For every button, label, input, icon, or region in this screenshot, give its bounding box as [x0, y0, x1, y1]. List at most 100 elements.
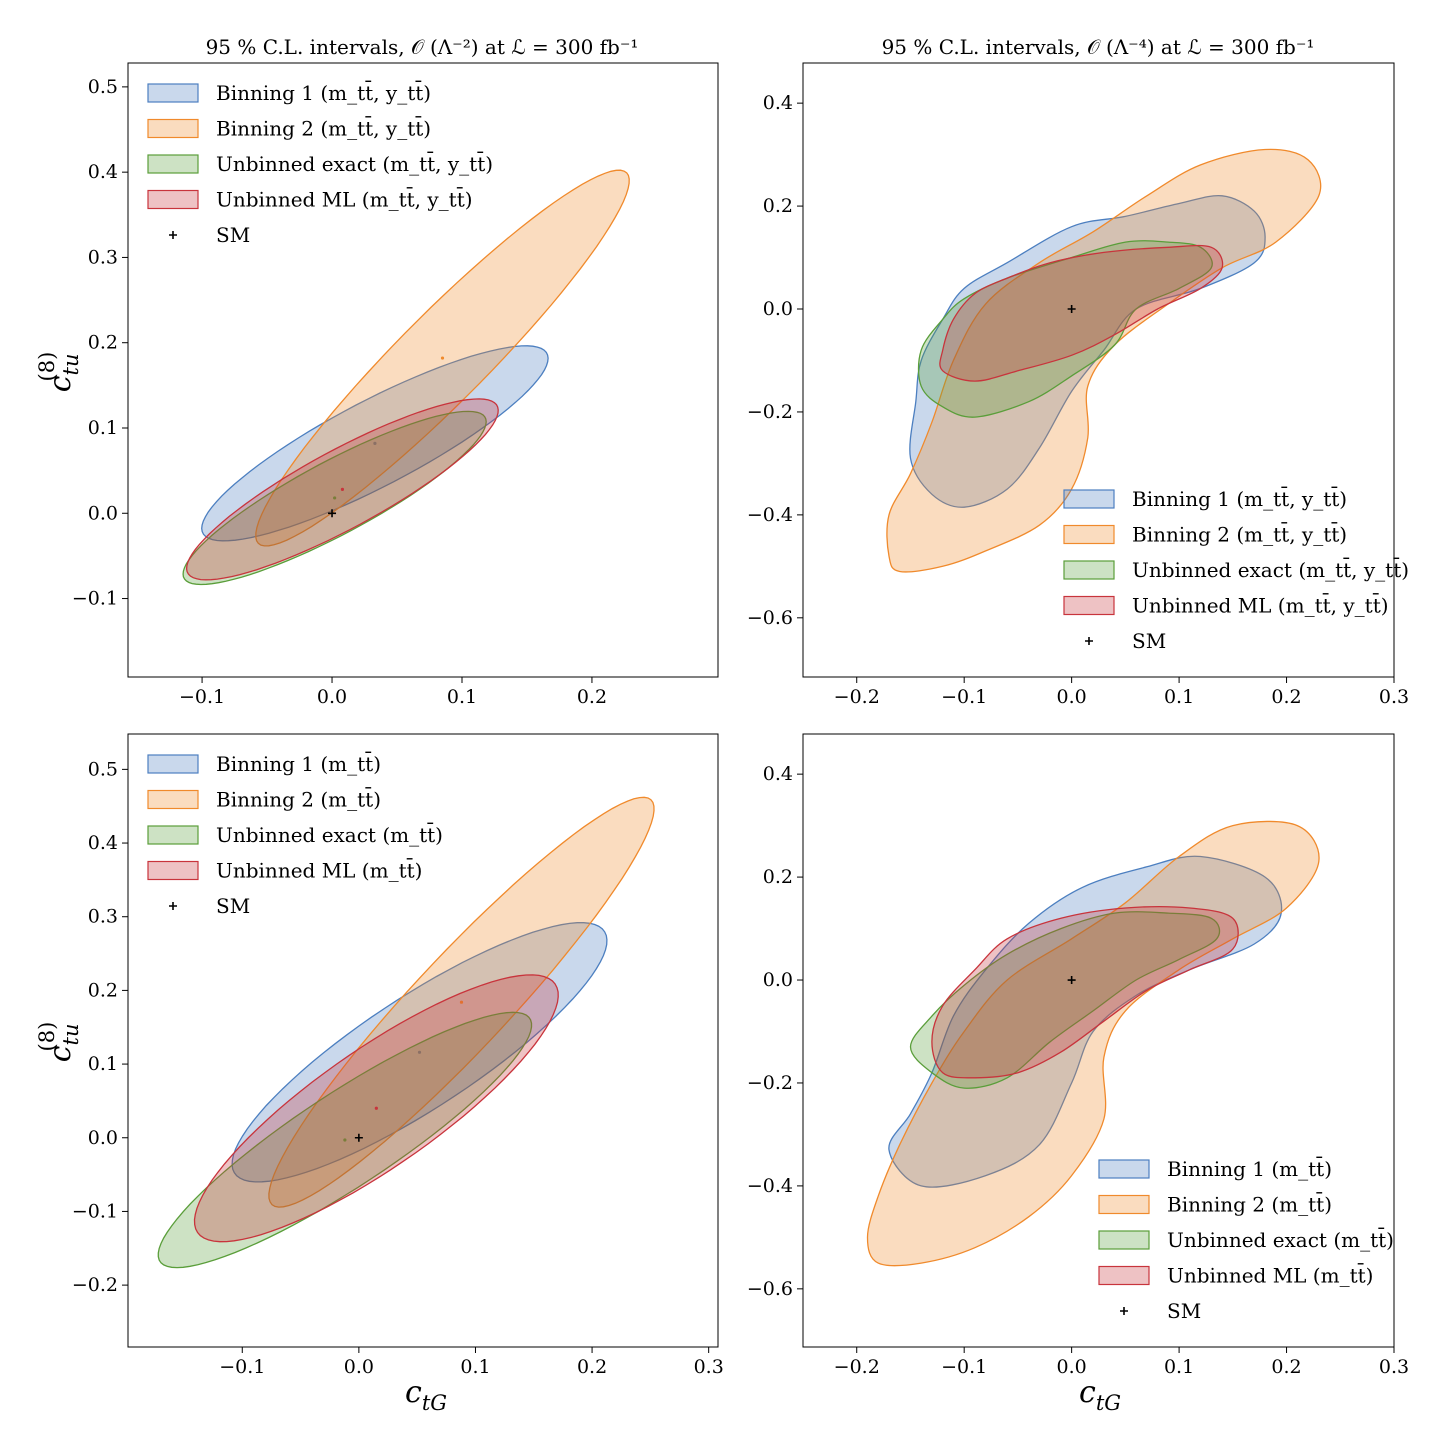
sm-marker-group — [1067, 305, 1076, 314]
panel-title: 95 % C.L. intervals, 𝒪 (Λ⁻⁴) at ℒ = 300 … — [882, 35, 1315, 59]
y-tick-label: 0.5 — [88, 76, 118, 98]
legend-label: Binning 2 (m_tt̄, y_tt̄) — [216, 115, 431, 140]
legend-label: Unbinned ML (m_tt̄) — [216, 857, 422, 882]
y-axis-label-bottom: ctu(8) — [35, 1022, 83, 1063]
y-tick-label: −0.2 — [747, 1072, 793, 1094]
x-tick-label: 0.1 — [460, 1356, 490, 1378]
legend-sm-marker — [169, 902, 177, 910]
x-tick-label: 0.3 — [1379, 1356, 1409, 1378]
axes-frame — [127, 62, 719, 678]
x-tick-label: −0.1 — [219, 1356, 265, 1378]
y-tick-label: 0.4 — [763, 763, 793, 785]
x-axis-label-right: ctG — [1079, 1375, 1121, 1415]
best-fit-point-unbinned-exact — [343, 1138, 347, 1142]
sm-marker-group — [1067, 976, 1076, 985]
x-tick-label: −0.1 — [941, 1356, 987, 1378]
best-fit-point-unbinned-ml — [374, 1106, 378, 1110]
best-fit-point-binning-2 — [459, 1000, 464, 1004]
legend: Binning 1 (m_tt̄) Binning 2 (m_tt̄) Unbinn… — [1098, 1156, 1394, 1323]
x-tick-label: 0.0 — [344, 1356, 374, 1378]
y-tick-label: 0.5 — [88, 758, 118, 780]
legend-swatch — [147, 189, 199, 210]
legend-label: SM — [1167, 1299, 1201, 1323]
best-fit-point-unbinned-exact — [333, 496, 337, 500]
x-tick-label: 0.0 — [1057, 1356, 1087, 1378]
legend-label: Binning 2 (m_tt̄, y_tt̄) — [1132, 521, 1347, 546]
best-fit-point-binning-1 — [373, 441, 377, 445]
legend-label: Unbinned ML (m_tt̄) — [1167, 1262, 1373, 1287]
legend-label: Binning 2 (m_tt̄) — [1167, 1191, 1332, 1216]
axes-frame — [127, 733, 719, 1348]
legend-label: Binning 1 (m_tt̄) — [1167, 1156, 1332, 1181]
legend-swatch — [147, 754, 199, 774]
region-group — [866, 820, 1320, 1267]
legend-swatch — [1098, 1159, 1150, 1179]
legend-sm-marker — [1120, 1307, 1128, 1315]
legend-sm-marker — [1085, 637, 1093, 645]
panel-bottom-right: −0.2 −0.1 0.0 0.1 0.2 0.3 −0.6 −0.4 −0.2 0.0 0.2 0.… — [747, 733, 1409, 1378]
y-tick-label: 0.3 — [88, 906, 118, 928]
x-tick-label: −0.1 — [179, 686, 225, 708]
ticks: −0.1 0.0 0.1 0.2 0.3 −0.2 −0.1 0.0 0.1 0.2 0.3 0.4 0… — [72, 758, 724, 1378]
region-group — [182, 169, 630, 586]
ticks: −0.2 −0.1 0.0 0.1 0.2 0.3 −0.6 −0.4 −0.2 0.0 0.2 0.… — [747, 92, 1409, 708]
legend-label: Binning 1 (m_tt̄, y_tt̄) — [216, 80, 431, 105]
axes-frame — [802, 733, 1395, 1348]
y-tick-label: 0.2 — [763, 866, 793, 888]
legend-label: Unbinned exact (m_tt̄) — [1167, 1227, 1394, 1252]
x-tick-label: 0.1 — [1164, 686, 1194, 708]
x-tick-label: 0.2 — [1271, 686, 1301, 708]
sm-marker — [328, 509, 337, 518]
legend-label: SM — [216, 223, 250, 247]
best-fit-point-binning-2 — [440, 356, 445, 360]
y-tick-label: 0.4 — [763, 92, 793, 114]
legend-swatch — [147, 789, 199, 810]
y-tick-label: 0.2 — [88, 332, 118, 354]
region-group — [886, 148, 1322, 573]
panel-title: 95 % C.L. intervals, 𝒪 (Λ⁻²) at ℒ = 300 … — [206, 35, 639, 59]
y-tick-label: 0.4 — [88, 832, 118, 854]
region-unbinned-ml — [939, 244, 1224, 382]
legend-swatch — [1063, 560, 1115, 580]
y-tick-label: 0.1 — [88, 1053, 118, 1075]
legend-label: Unbinned exact (m_tt̄, y_tt̄) — [216, 151, 493, 176]
legend-label: SM — [216, 894, 250, 918]
legend-swatch — [147, 825, 199, 845]
x-tick-label: 0.3 — [1379, 686, 1409, 708]
ticks: −0.1 0.0 0.1 0.2 −0.1 0.0 0.1 0.2 0.3 0.4 0.5 — [72, 76, 607, 708]
best-fit-point-binning-1 — [417, 1050, 422, 1054]
region-unbinned-exact — [909, 911, 1221, 1089]
region-binning-1 — [909, 194, 1266, 508]
y-tick-label: −0.2 — [747, 401, 793, 423]
legend-swatch — [147, 860, 199, 881]
sm-marker — [1067, 305, 1076, 314]
legend-swatch — [1098, 1265, 1150, 1286]
legend-label: Unbinned ML (m_tt̄, y_tt̄) — [1132, 592, 1389, 617]
legend-swatch — [1063, 524, 1115, 545]
region-binning-2 — [886, 148, 1322, 573]
x-tick-label: −0.2 — [834, 686, 880, 708]
legend-swatch — [147, 118, 199, 139]
y-tick-label: −0.4 — [747, 1175, 793, 1197]
sm-marker-group — [328, 509, 337, 518]
panel-bottom-left: −0.1 0.0 0.1 0.2 0.3 −0.2 −0.1 0.0 0.1 0.2 0.3 0.4 0… — [72, 733, 724, 1378]
legend-swatch — [1098, 1230, 1150, 1250]
legend-swatch — [1098, 1194, 1150, 1215]
x-tick-label: 0.2 — [577, 686, 607, 708]
y-tick-label: 0.0 — [88, 502, 118, 524]
y-tick-label: −0.1 — [72, 1200, 118, 1222]
legend: Binning 1 (m_tt̄) Binning 2 (m_tt̄) Unbinn… — [147, 751, 443, 918]
ticks: −0.2 −0.1 0.0 0.1 0.2 0.3 −0.6 −0.4 −0.2 0.0 0.2 0.… — [747, 763, 1409, 1378]
legend-swatch — [1063, 595, 1115, 616]
x-tick-label: 0.3 — [694, 1356, 724, 1378]
region-group — [157, 796, 655, 1269]
y-tick-label: −0.2 — [72, 1274, 118, 1296]
y-tick-label: −0.1 — [72, 588, 118, 610]
y-tick-label: 0.0 — [88, 1127, 118, 1149]
y-tick-label: 0.3 — [88, 246, 118, 268]
region-unbinned-ml — [931, 906, 1239, 1079]
sm-marker-group — [354, 1133, 363, 1142]
legend: Binning 1 (m_tt̄, y_tt̄) Binning 2 (m_tt̄… — [147, 80, 493, 247]
legend-label: Unbinned ML (m_tt̄, y_tt̄) — [216, 186, 473, 211]
